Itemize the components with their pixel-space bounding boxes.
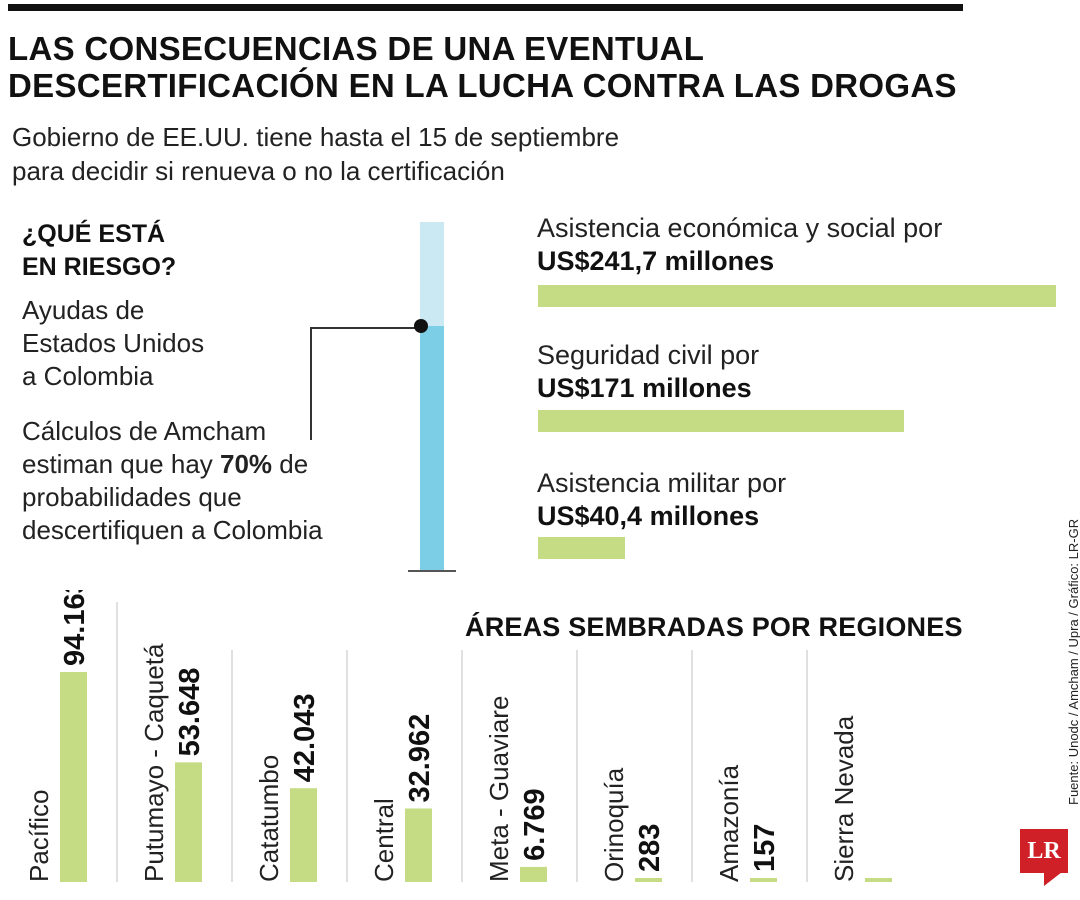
chart-title: ÁREAS SEMBRADAS POR REGIONES <box>465 612 963 642</box>
title-line-2: DESCERTIFICACIÓN EN LA LUCHA CONTRA LAS … <box>8 67 957 104</box>
aid-item-economic: Asistencia económica y social por US$241… <box>537 212 942 278</box>
subtitle-line-1: Gobierno de EE.UU. tiene hasta el 15 de … <box>12 122 620 152</box>
calc-line-1: Cálculos de Amcham <box>22 416 267 446</box>
probability-gauge-fill <box>420 326 444 570</box>
title-line-1: LAS CONSECUENCIAS DE UNA EVENTUAL <box>8 30 705 67</box>
aid-description: Ayudas de Estados Unidos a Colombia <box>22 294 204 393</box>
lr-logo: LR <box>1020 829 1068 873</box>
bar <box>175 762 202 882</box>
aid-item-civil-security: Seguridad civil por US$171 millones <box>537 339 759 405</box>
aid-line-3: a Colombia <box>22 361 154 391</box>
value-label: 32.962 <box>404 714 436 803</box>
aid-line-2: Estados Unidos <box>22 328 205 358</box>
top-rule <box>8 4 963 11</box>
value-label: 42.043 <box>289 694 321 783</box>
subtitle-line-2: para decidir si renueva o no la certific… <box>12 156 505 186</box>
category-label: Central <box>369 798 399 882</box>
category-label: Orinoquía <box>599 767 629 882</box>
probability-gauge-base <box>408 570 456 572</box>
value-label: 53.648 <box>174 668 206 757</box>
calc-line-3: probabilidades que <box>22 482 242 512</box>
aid-item-amount: US$40,4 millones <box>537 501 760 531</box>
value-label: 283 <box>634 824 666 872</box>
category-label: Putumayo - Caquetá <box>139 643 169 882</box>
aid-bar-military <box>538 537 625 559</box>
category-label: Sierra Nevada <box>829 715 859 882</box>
category-label: Amazonía <box>714 764 744 882</box>
probability-description: Cálculos de Amcham estiman que hay 70% d… <box>22 415 392 547</box>
value-label: 94.163 <box>59 590 91 666</box>
bar <box>520 866 547 882</box>
calc-line-4: descertifiquen a Colombia <box>22 515 323 545</box>
calc-line-2-post: de <box>272 449 309 479</box>
value-label: 157 <box>749 824 781 872</box>
category-label: Pacífico <box>24 790 54 883</box>
aid-bar-economic <box>538 285 1056 307</box>
probability-gauge-empty <box>420 222 444 327</box>
aid-item-label: Seguridad civil por <box>537 340 760 370</box>
bar <box>405 808 432 882</box>
bar <box>865 878 892 882</box>
calc-line-2: estiman que hay 70% de <box>22 448 392 481</box>
risk-heading-line-2: EN RIESGO? <box>22 253 177 281</box>
connector-line-vertical <box>310 327 312 440</box>
bar <box>60 672 87 882</box>
risk-heading-line-1: ¿QUÉ ESTÁ <box>22 220 166 248</box>
regions-bar-chart: Pacífico 94.163 Putumayo - Caquetá 53.648 Ca… <box>24 590 892 883</box>
page-subtitle: Gobierno de EE.UU. tiene hasta el 15 de … <box>12 120 712 188</box>
aid-item-amount: US$171 millones <box>537 373 752 403</box>
aid-line-1: Ayudas de <box>22 295 145 325</box>
category-label: Catatumbo <box>254 755 284 882</box>
bar <box>290 788 317 882</box>
aid-bar-civil-security <box>538 410 905 432</box>
bar <box>635 878 662 882</box>
bar <box>750 878 777 882</box>
probability-value: 70% <box>220 449 273 479</box>
value-label: 6.769 <box>519 788 551 861</box>
aid-item-label: Asistencia económica y social por <box>537 213 943 243</box>
connector-line-horizontal <box>310 327 418 329</box>
lr-logo-tail <box>1044 872 1062 886</box>
calc-line-2-pre: estiman que hay <box>22 449 221 479</box>
aid-item-label: Asistencia militar por <box>537 468 787 498</box>
category-label: Meta - Guaviare <box>484 696 514 882</box>
risk-heading: ¿QUÉ ESTÁ EN RIESGO? <box>22 218 176 284</box>
aid-item-military: Asistencia militar por US$40,4 millones <box>537 467 786 533</box>
page-title: LAS CONSECUENCIAS DE UNA EVENTUAL DESCER… <box>8 30 1008 104</box>
aid-item-amount: US$241,7 millones <box>537 246 775 276</box>
probability-marker-dot <box>414 319 428 334</box>
source-credit: Fuente: Unodc / Amcham / Upra / Gráfico:… <box>1066 518 1080 805</box>
